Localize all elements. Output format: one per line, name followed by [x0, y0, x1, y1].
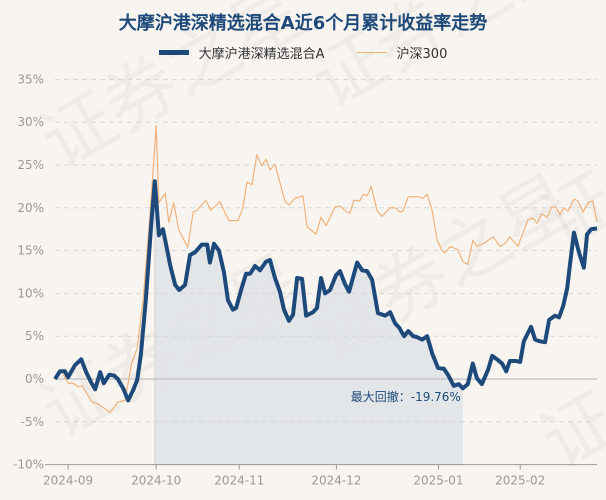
max-drawdown-label: 最大回撤：-19.76%	[351, 389, 461, 404]
y-tick-label: 30%	[17, 115, 44, 129]
chart-title: 大摩沪港深精选混合A近6个月累计收益率走势	[118, 13, 488, 34]
y-tick-label: 20%	[17, 201, 44, 215]
y-tick-label: 10%	[17, 286, 44, 300]
legend: 大摩沪港深精选混合A 沪深300	[0, 43, 606, 62]
x-tick-label: 2024-10	[131, 474, 181, 488]
x-tick-label: 2024-11	[214, 474, 264, 488]
x-tick-label: 2025-01	[413, 474, 463, 488]
drawdown-area	[154, 181, 463, 465]
watermark-text: 证券之星	[297, 0, 588, 125]
y-tick-label: -5%	[21, 415, 44, 429]
fund-line	[53, 179, 598, 403]
legend-item-index[interactable]: 沪深300	[356, 43, 448, 62]
legend-swatch-index	[356, 52, 387, 53]
legend-label-index: 沪深300	[396, 47, 448, 62]
y-tick-label: 15%	[17, 244, 44, 258]
y-tick-label: 25%	[17, 158, 44, 172]
legend-swatch-fund	[158, 50, 189, 55]
legend-item-fund[interactable]: 大摩沪港深精选混合A	[158, 43, 325, 62]
watermark-text: 证券之星	[27, 0, 318, 185]
x-tick-label: 2024-12	[311, 474, 361, 488]
y-tick-label: 5%	[25, 329, 44, 343]
y-tick-label: 0%	[25, 372, 44, 386]
index-line	[54, 125, 598, 413]
y-tick-label: -10%	[13, 458, 44, 472]
y-tick-label: 35%	[17, 72, 44, 86]
x-tick-label: 2025-02	[495, 474, 545, 488]
x-tick-label: 2024-09	[43, 474, 93, 488]
legend-label-fund: 大摩沪港深精选混合A	[198, 47, 325, 62]
